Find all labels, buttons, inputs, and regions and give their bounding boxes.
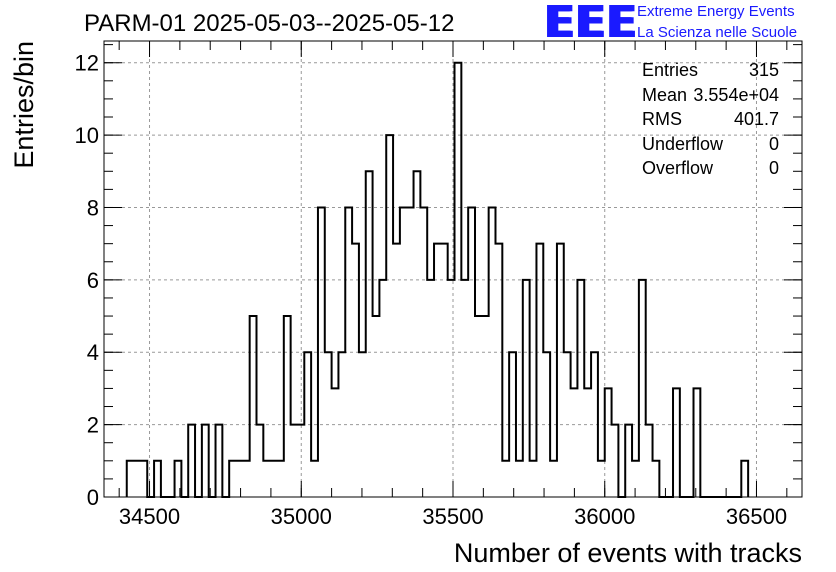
stat-value: 0: [768, 158, 779, 178]
stat-label: Overflow: [642, 158, 714, 178]
x-axis-ticks: 34500 35000 35500 36000 36500: [119, 41, 787, 529]
y-tick-label: 8: [87, 195, 99, 220]
x-tick-label: 36000: [574, 504, 635, 529]
stat-value: 315: [748, 60, 779, 80]
stat-label: Entries: [642, 60, 699, 80]
logo-subtitle-line1: Extreme Energy Events: [637, 3, 795, 20]
stats-box: Entries 315 Mean 3.554e+04 RMS 401.7 Und…: [642, 60, 779, 183]
eee-logo: EEE: [544, 0, 638, 48]
y-tick-label: 10: [75, 123, 99, 148]
stat-row-mean: Mean 3.554e+04: [642, 85, 779, 110]
stat-label: RMS: [642, 109, 682, 129]
x-tick-label: 35500: [422, 504, 483, 529]
x-axis-label: Number of events with tracks: [454, 538, 802, 568]
y-tick-label: 12: [75, 51, 99, 76]
stat-label: Mean: [642, 84, 688, 105]
x-tick-label: 35000: [271, 504, 332, 529]
stat-row-underflow: Underflow 0: [642, 134, 779, 159]
y-axis-label: Entries/bin: [9, 41, 39, 169]
stat-label: Underflow: [642, 133, 724, 154]
x-tick-label: 34500: [119, 504, 180, 529]
logo-subtitle-line2: La Scienza nelle Scuole: [637, 24, 798, 41]
y-tick-label: 4: [87, 340, 99, 365]
stat-value: 3.554e+04: [693, 84, 779, 105]
y-axis-ticks: 0 2 4 6 8 10 12: [75, 51, 802, 510]
chart-title: PARM-01 2025-05-03--2025-05-12: [84, 10, 455, 37]
stat-row-overflow: Overflow 0: [642, 158, 779, 183]
stat-row-rms: RMS 401.7: [642, 109, 779, 134]
x-tick-label: 36500: [726, 504, 787, 529]
stat-row-entries: Entries 315: [642, 60, 779, 85]
y-tick-label: 6: [87, 268, 99, 293]
y-tick-label: 0: [87, 485, 99, 510]
stat-value: 401.7: [733, 109, 779, 129]
histogram-outline: [125, 61, 750, 498]
stat-value: 0: [768, 133, 779, 154]
y-tick-label: 2: [87, 413, 99, 438]
